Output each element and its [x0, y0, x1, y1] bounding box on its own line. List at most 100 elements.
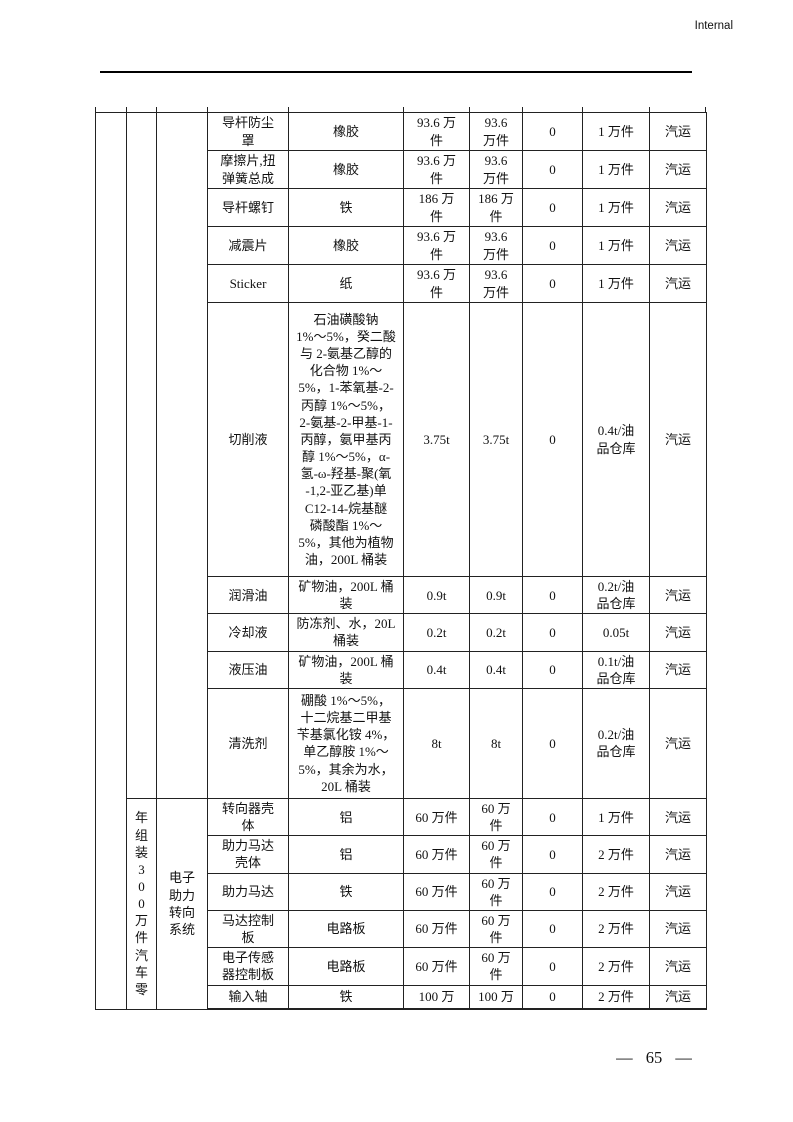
cell-annual-qty: 60 万件 [403, 797, 470, 837]
cell-part-name: 切削液 [207, 302, 289, 577]
cell-zero: 0 [522, 797, 583, 837]
cell-material: 铁 [288, 872, 404, 911]
cell-transport: 汽运 [649, 112, 707, 151]
cell-annual-qty: 93.6 万 件 [403, 264, 470, 303]
cell-subsystem-name: 电子 助力 转向 系统 [156, 797, 208, 1010]
cell-transport: 汽运 [649, 575, 707, 615]
cell-part-name: 导杆螺钉 [207, 188, 289, 227]
cell-storage: 1 万件 [582, 188, 650, 227]
cell-empty-col2 [126, 112, 157, 799]
cell-material: 橡胶 [288, 150, 404, 189]
table-row: 润滑油 矿物油，200L 桶 装 0.9t 0.9t 0 0.2t/油 品仓库 … [96, 575, 707, 615]
cell-material: 橡胶 [288, 112, 404, 151]
cell-material: 石油磺酸钠 1%～5%，癸二酸 与 2-氨基乙醇的 化合物 1%～ 5%，1-苯… [288, 302, 404, 577]
cell-part-name: 摩擦片,扭 弹簧总成 [207, 150, 289, 189]
cell-storage: 1 万件 [582, 264, 650, 303]
table-row: 液压油 矿物油，200L 桶 装 0.4t 0.4t 0 0.1t/油 品仓库 … [96, 650, 707, 689]
cell-qty2: 60 万 件 [469, 835, 523, 874]
table-row: 输入轴 铁 100 万 100 万 0 2 万件 汽运 [96, 984, 707, 1010]
cell-part-name: 马达控制 板 [207, 909, 289, 949]
cell-annual-qty: 0.4t [403, 650, 470, 689]
cell-material: 矿物油，200L 桶 装 [288, 575, 404, 615]
cell-zero: 0 [522, 872, 583, 911]
cell-part-name: 液压油 [207, 650, 289, 689]
cell-qty2: 93.6 万件 [469, 264, 523, 303]
cell-storage: 0.1t/油 品仓库 [582, 650, 650, 689]
cell-annual-qty: 3.75t [403, 302, 470, 577]
cell-qty2: 93.6 万件 [469, 112, 523, 151]
cell-transport: 汽运 [649, 947, 707, 986]
cell-zero: 0 [522, 150, 583, 189]
main-table: 导杆防尘 罩 橡胶 93.6 万 件 93.6 万件 0 1 万件 汽运 摩擦片… [95, 107, 707, 1010]
page-number: — 65 — [616, 1048, 692, 1067]
cell-zero: 0 [522, 613, 583, 652]
cell-transport: 汽运 [649, 188, 707, 227]
cell-material: 硼酸 1%～5%， 十二烷基二甲基 苄基氯化铵 4%， 单乙醇胺 1%～ 5%，… [288, 687, 404, 799]
cell-part-name: 转向器壳 体 [207, 797, 289, 837]
cell-annual-qty: 186 万 件 [403, 188, 470, 227]
cell-zero: 0 [522, 650, 583, 689]
cell-zero: 0 [522, 947, 583, 986]
cell-zero: 0 [522, 112, 583, 151]
cell-part-name: 清洗剂 [207, 687, 289, 799]
cell-part-name: 冷却液 [207, 613, 289, 652]
cell-zero: 0 [522, 687, 583, 799]
cell-material: 铁 [288, 984, 404, 1010]
table-row: 导杆螺钉 铁 186 万 件 186 万 件 0 1 万件 汽运 [96, 188, 707, 227]
table-row: 导杆防尘 罩 橡胶 93.6 万 件 93.6 万件 0 1 万件 汽运 [95, 112, 707, 1010]
table-row: 冷却液 防冻剂、水，20L 桶装 0.2t 0.2t 0 0.05t 汽运 [96, 613, 707, 652]
cell-qty2: 100 万 [469, 984, 523, 1010]
cell-material: 矿物油，200L 桶 装 [288, 650, 404, 689]
table-row: Sticker 纸 93.6 万 件 93.6 万件 0 1 万件 汽运 [96, 264, 707, 303]
cell-qty2: 3.75t [469, 302, 523, 577]
cell-transport: 汽运 [649, 150, 707, 189]
table-row: 电子传感 器控制板 电路板 60 万件 60 万 件 0 2 万件 汽运 [96, 947, 707, 986]
table-row: 减震片 橡胶 93.6 万 件 93.6 万件 0 1 万件 汽运 [96, 226, 707, 265]
cell-material: 纸 [288, 264, 404, 303]
cell-storage: 1 万件 [582, 112, 650, 151]
cell-annual-qty: 60 万件 [403, 947, 470, 986]
cell-material: 防冻剂、水，20L 桶装 [288, 613, 404, 652]
cell-zero: 0 [522, 302, 583, 577]
cell-transport: 汽运 [649, 226, 707, 265]
table-row: 马达控制 板 电路板 60 万件 60 万 件 0 2 万件 汽运 [96, 909, 707, 949]
cell-qty2: 186 万 件 [469, 188, 523, 227]
cell-zero: 0 [522, 188, 583, 227]
cell-part-name: 电子传感 器控制板 [207, 947, 289, 986]
cell-material: 铝 [288, 797, 404, 837]
cell-material: 电路板 [288, 909, 404, 949]
cell-storage: 2 万件 [582, 984, 650, 1010]
cell-storage: 0.05t [582, 613, 650, 652]
cell-qty2: 93.6 万件 [469, 150, 523, 189]
cell-transport: 汽运 [649, 264, 707, 303]
cell-material: 铝 [288, 835, 404, 874]
cell-qty2: 8t [469, 687, 523, 799]
cell-storage: 1 万件 [582, 226, 650, 265]
cell-storage: 2 万件 [582, 909, 650, 949]
cell-storage: 1 万件 [582, 797, 650, 837]
cell-annual-qty: 100 万 [403, 984, 470, 1010]
cell-zero: 0 [522, 264, 583, 303]
cell-annual-qty: 0.9t [403, 575, 470, 615]
table-row: 清洗剂 硼酸 1%～5%， 十二烷基二甲基 苄基氯化铵 4%， 单乙醇胺 1%～… [96, 687, 707, 799]
cell-zero: 0 [522, 226, 583, 265]
cell-qty2: 0.9t [469, 575, 523, 615]
materials-table: 导杆防尘 罩 橡胶 93.6 万 件 93.6 万件 0 1 万件 汽运 摩擦片… [95, 112, 707, 1010]
cell-storage: 0.4t/油 品仓库 [582, 302, 650, 577]
cell-annual-qty: 8t [403, 687, 470, 799]
cell-transport: 汽运 [649, 687, 707, 799]
cell-qty2: 60 万 件 [469, 909, 523, 949]
cell-zero: 0 [522, 984, 583, 1010]
table-row: 助力马达 壳体 铝 60 万件 60 万 件 0 2 万件 汽运 [96, 835, 707, 874]
cell-zero: 0 [522, 575, 583, 615]
cell-annual-qty: 60 万件 [403, 835, 470, 874]
cell-part-name: 输入轴 [207, 984, 289, 1010]
cell-material: 电路板 [288, 947, 404, 986]
cell-part-name: 减震片 [207, 226, 289, 265]
cell-qty2: 60 万 件 [469, 947, 523, 986]
cell-part-name: 助力马达 壳体 [207, 835, 289, 874]
cell-qty2: 60 万 件 [469, 872, 523, 911]
cell-qty2: 60 万 件 [469, 797, 523, 837]
cell-zero: 0 [522, 835, 583, 874]
